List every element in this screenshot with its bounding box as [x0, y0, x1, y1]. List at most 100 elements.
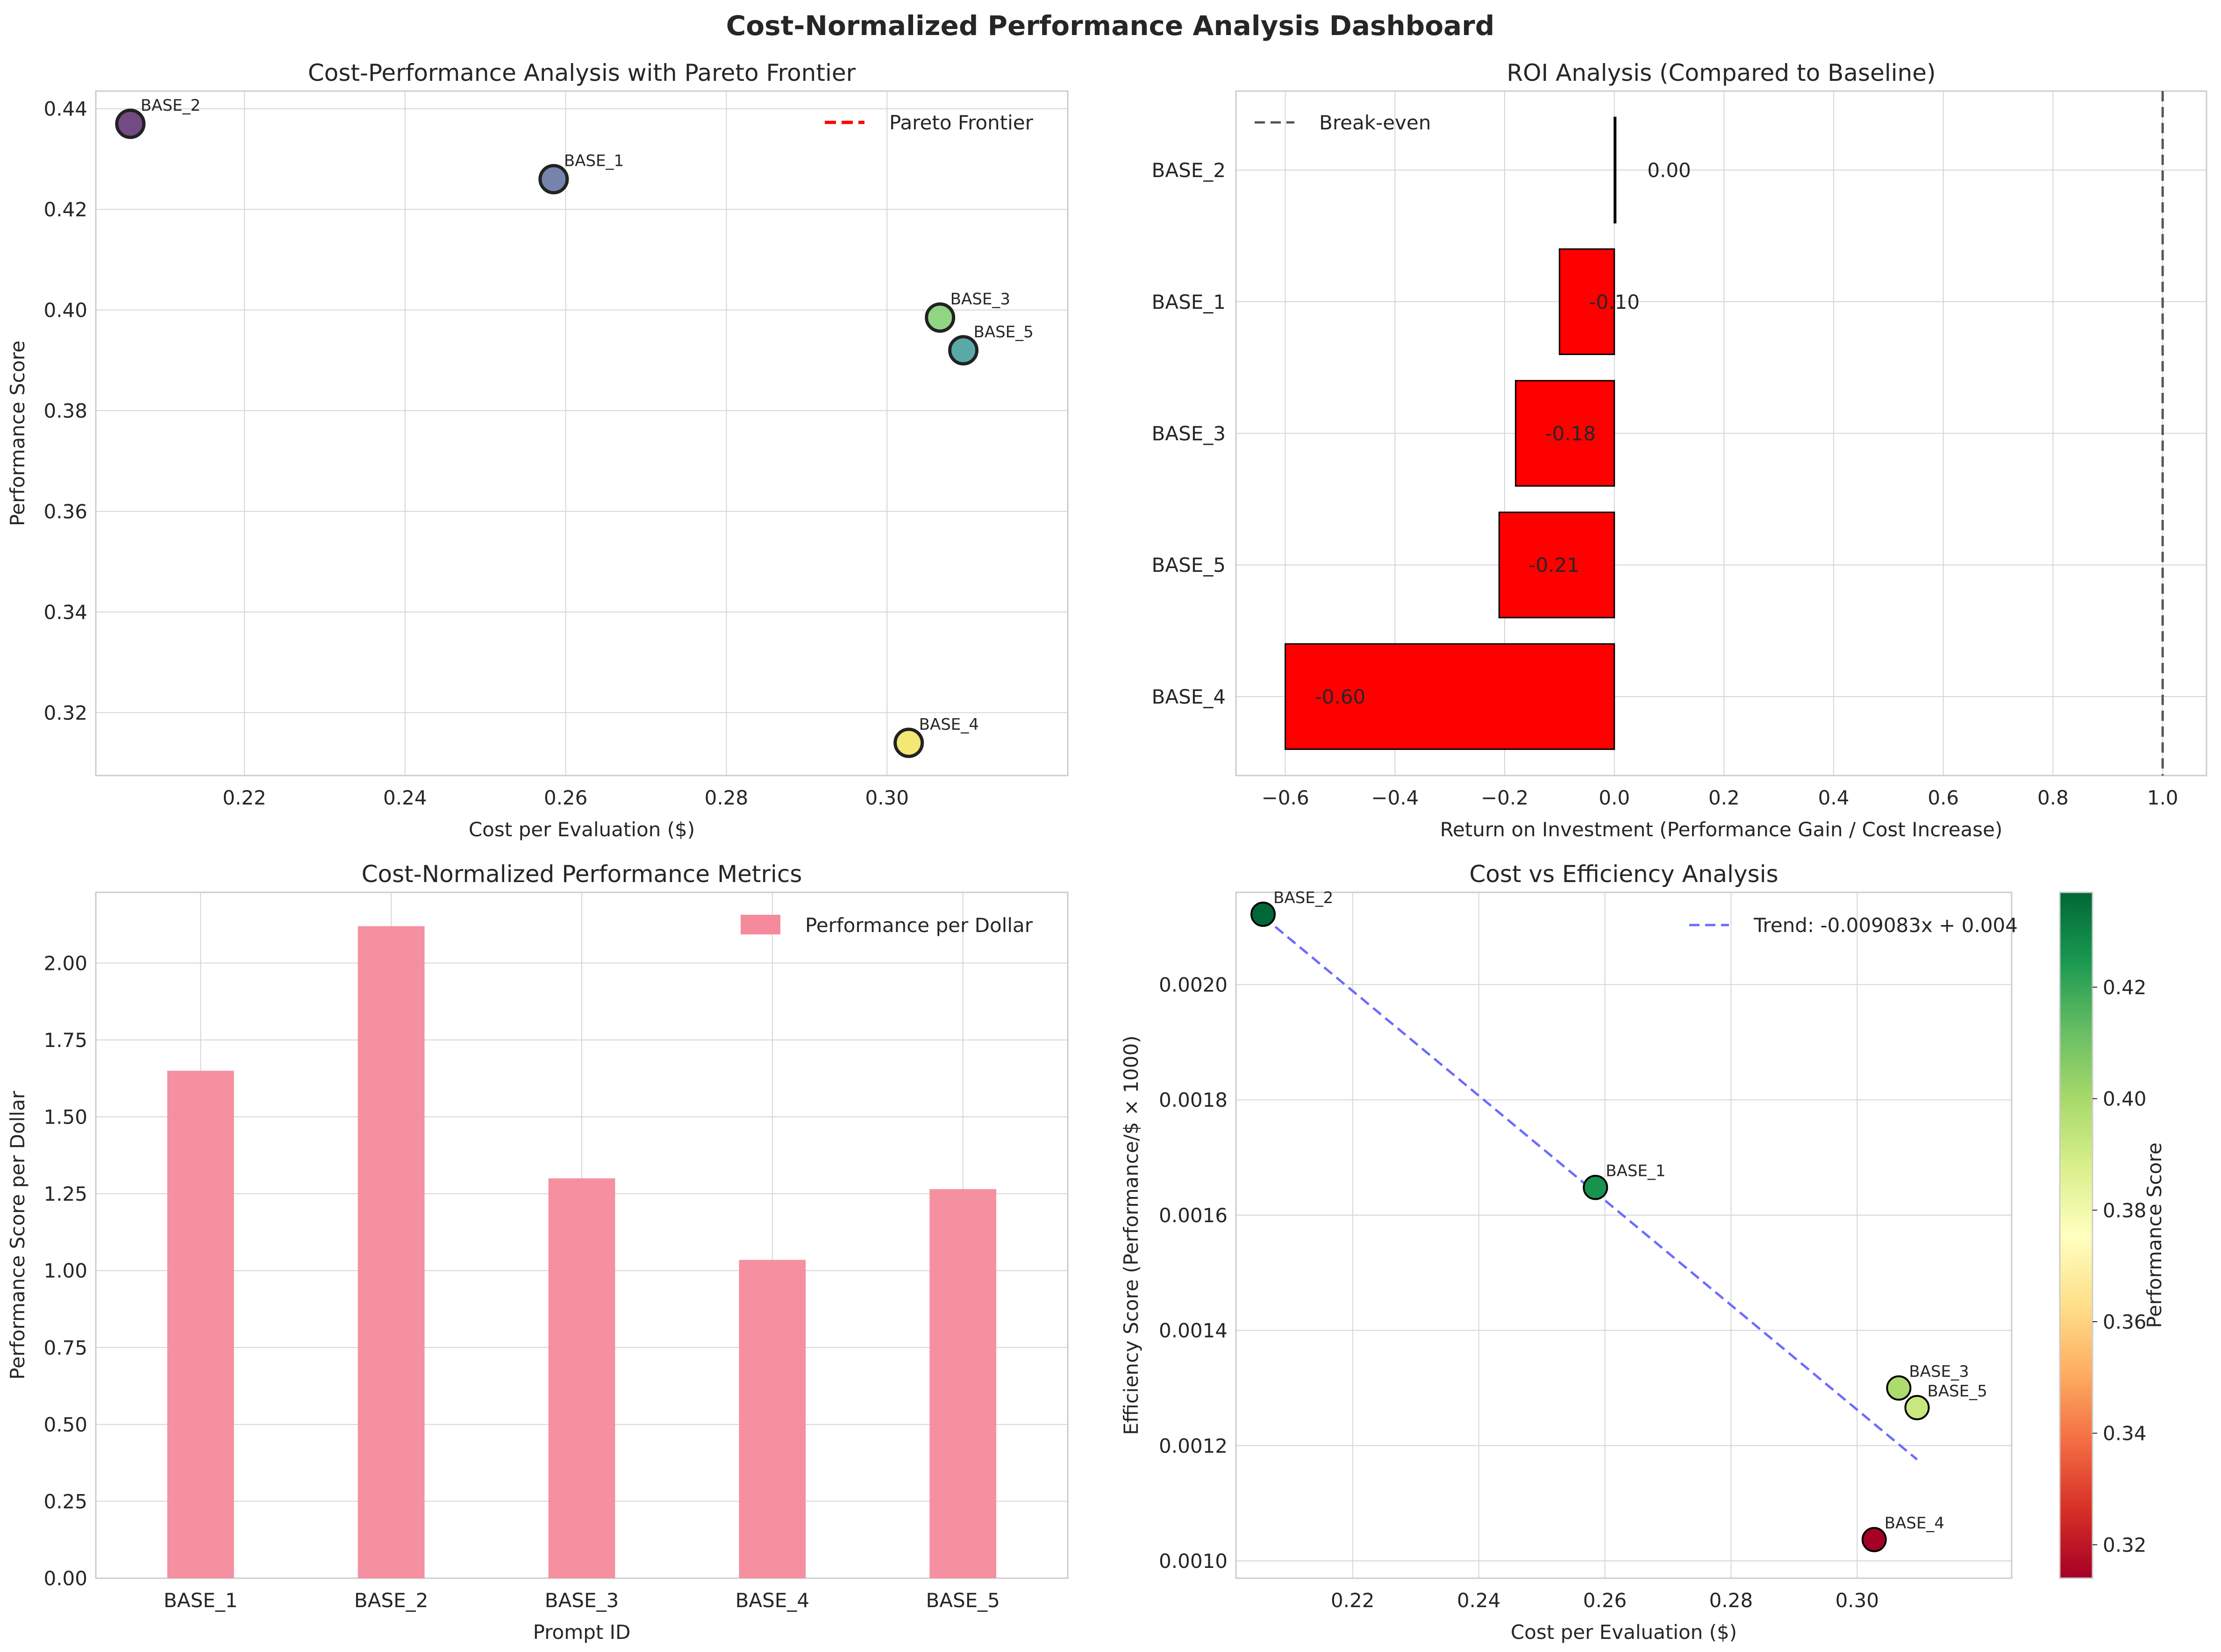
data-point: [1904, 1395, 1930, 1420]
roi-bar: [1514, 380, 1615, 487]
ppd-bar: [929, 1189, 997, 1578]
y-tick-label: 0.0010: [1159, 1550, 1228, 1573]
legend-label: Performance per Dollar: [805, 914, 1033, 937]
x-tick-label: 0.28: [705, 786, 749, 809]
colorbar-label: Performance Score: [2143, 1142, 2166, 1328]
y-tick-label: 2.00: [43, 952, 87, 975]
dashboard-title: Cost-Normalized Performance Analysis Das…: [726, 10, 1495, 42]
chart-title: Cost-Performance Analysis with Pareto Fr…: [308, 59, 856, 86]
point-label: BASE_2: [141, 96, 200, 115]
x-tick-label: BASE_5: [926, 1589, 1000, 1612]
legend-label: Pareto Frontier: [889, 111, 1034, 134]
x-tick-label: 0.28: [1709, 1589, 1753, 1612]
x-tick-label: 0.30: [865, 786, 909, 809]
y-tick-label: 0.0016: [1159, 1204, 1228, 1227]
ppd-panel: Cost-Normalized Performance Metrics Promp…: [6, 861, 1069, 1644]
colorbar-tick-label: 0.32: [2103, 1533, 2147, 1556]
y-tick-label: 0.25: [43, 1490, 87, 1513]
y-tick-label: BASE_5: [1152, 554, 1226, 577]
y-tick-label: BASE_2: [1152, 159, 1226, 182]
y-tick-label: 0.50: [43, 1413, 87, 1436]
y-tick-label: 0.0012: [1159, 1434, 1228, 1457]
x-tick-label: 0.22: [1331, 1589, 1375, 1612]
bar-value-label: 0.00: [1647, 159, 1691, 182]
y-tick-label: 0.0014: [1159, 1319, 1228, 1342]
scatter-panel: Cost-Performance Analysis with Pareto Fr…: [6, 59, 1069, 841]
x-tick-label: −0.4: [1371, 786, 1419, 809]
roi-bar: [1498, 512, 1615, 619]
colorbar-tick-label: 0.42: [2103, 976, 2147, 999]
point-label: BASE_5: [974, 323, 1034, 342]
y-tick-label: 0.42: [43, 198, 87, 221]
data-point: [893, 727, 924, 758]
legend-label: Break-even: [1319, 111, 1431, 134]
data-point: [1250, 901, 1276, 927]
point-label: BASE_2: [1273, 889, 1333, 907]
y-tick-label: 0.34: [43, 601, 87, 624]
x-tick-label: BASE_1: [164, 1589, 237, 1612]
x-axis-label: Cost per Evaluation ($): [469, 818, 695, 841]
ppd-bar: [167, 1070, 234, 1578]
bar-value-label: -0.21: [1528, 554, 1579, 577]
x-tick-label: −0.6: [1262, 786, 1309, 809]
plot-frame: [1235, 891, 2013, 1579]
colorbar-tick-label: 0.40: [2103, 1088, 2147, 1111]
plot-frame: [95, 90, 1069, 776]
legend-label: Trend: -0.009083x + 0.004: [1753, 914, 2018, 937]
y-axis-label: Performance Score per Dollar: [6, 1090, 29, 1380]
point-label: BASE_1: [1606, 1162, 1665, 1181]
x-tick-label: 0.22: [222, 786, 266, 809]
y-axis-label: Efficiency Score (Performance/$ × 1000): [1120, 1035, 1143, 1435]
chart-title: Cost-Normalized Performance Metrics: [362, 861, 802, 888]
bar-value-label: -0.10: [1589, 291, 1640, 313]
roi-bar: [1285, 643, 1615, 750]
y-tick-label: 0.0018: [1159, 1089, 1228, 1111]
efficiency-panel: Cost vs Efficiency Analysis Cost per Eval…: [1120, 861, 2166, 1644]
x-tick-label: 0.0: [1599, 786, 1630, 809]
trend-line: [1262, 916, 1918, 1460]
y-tick-label: 0.75: [43, 1336, 87, 1359]
x-tick-label: 0.26: [544, 786, 588, 809]
data-point: [538, 164, 569, 195]
y-tick-label: 0.32: [43, 701, 87, 724]
roi-bar: [1614, 116, 1617, 224]
point-label: BASE_4: [1885, 1514, 1944, 1532]
x-tick-label: BASE_2: [354, 1589, 428, 1612]
y-tick-label: BASE_3: [1152, 422, 1226, 445]
plot-frame: [1235, 90, 2207, 776]
point-label: BASE_3: [950, 290, 1010, 309]
bar-value-label: -0.60: [1315, 685, 1366, 708]
y-tick-label: 1.75: [43, 1029, 87, 1052]
bar-value-label: -0.18: [1545, 422, 1596, 445]
data-point: [115, 108, 146, 139]
x-tick-label: 0.4: [1818, 786, 1850, 809]
roi-panel: ROI Analysis (Compared to Baseline) Retur…: [1152, 59, 2207, 841]
data-point: [948, 335, 979, 366]
point-label: BASE_5: [1928, 1382, 1987, 1401]
colorbar-tick-label: 0.34: [2103, 1422, 2147, 1445]
x-tick-label: BASE_3: [545, 1589, 619, 1612]
y-tick-label: 1.50: [43, 1106, 87, 1129]
x-tick-label: −0.2: [1481, 786, 1528, 809]
data-point: [925, 302, 956, 333]
chart-title: Cost vs Efficiency Analysis: [1469, 861, 1778, 888]
x-tick-label: 0.2: [1708, 786, 1740, 809]
data-point: [1886, 1375, 1912, 1401]
colorbar: [2059, 891, 2093, 1579]
y-tick-label: 0.0020: [1159, 973, 1228, 996]
ppd-bar: [548, 1178, 615, 1578]
x-tick-label: 1.0: [2147, 786, 2178, 809]
y-tick-label: BASE_4: [1152, 685, 1226, 708]
x-axis-label: Return on Investment (Performance Gain /…: [1440, 818, 2003, 841]
data-point: [1861, 1527, 1887, 1552]
y-tick-label: BASE_1: [1152, 291, 1226, 313]
legend-swatch: [741, 915, 780, 934]
colorbar-tick-label: 0.38: [2103, 1199, 2147, 1222]
x-tick-label: 0.30: [1835, 1589, 1879, 1612]
y-tick-label: 0.44: [43, 98, 87, 121]
y-tick-label: 0.38: [43, 399, 87, 422]
data-point: [1583, 1175, 1608, 1200]
chart-title: ROI Analysis (Compared to Baseline): [1507, 59, 1935, 86]
y-tick-label: 0.40: [43, 299, 87, 322]
point-label: BASE_4: [919, 715, 979, 734]
